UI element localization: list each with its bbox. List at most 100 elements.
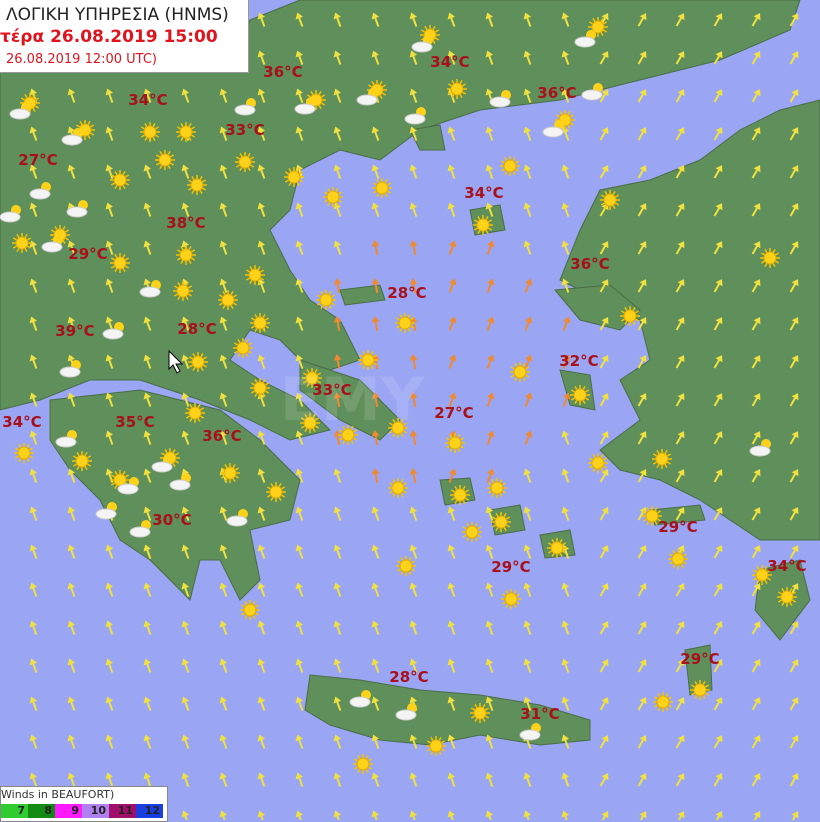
temperature-label: 34°C bbox=[464, 184, 504, 202]
wind-arrow-icon bbox=[751, 127, 761, 141]
sun-icon bbox=[395, 313, 415, 333]
sun-icon bbox=[323, 187, 343, 207]
wind-arrow-icon bbox=[371, 544, 380, 559]
base-run: 26.08.2019 12:00 UTC) bbox=[6, 52, 158, 67]
wind-arrow-icon bbox=[561, 810, 570, 820]
temperature-label: 28°C bbox=[387, 284, 427, 302]
sun-cloud-icon bbox=[169, 473, 191, 491]
wind-arrow-icon bbox=[675, 165, 685, 179]
sun-icon bbox=[266, 482, 286, 502]
wind-arrow-icon bbox=[333, 316, 342, 332]
wind-arrow-icon bbox=[333, 468, 342, 483]
temperature-label: 33°C bbox=[312, 381, 352, 399]
wind-arrow-icon bbox=[713, 127, 723, 141]
wind-arrow-icon bbox=[789, 431, 799, 445]
wind-arrow-icon bbox=[29, 620, 38, 635]
wind-arrow-icon bbox=[713, 279, 723, 293]
wind-arrow-icon bbox=[29, 544, 38, 559]
wind-arrow-icon bbox=[333, 658, 342, 673]
wind-arrow-icon bbox=[181, 392, 190, 407]
wind-arrow-icon bbox=[751, 279, 761, 293]
sun-icon bbox=[588, 453, 608, 473]
wind-arrow-icon bbox=[675, 355, 685, 369]
wind-arrow-icon bbox=[789, 127, 799, 141]
temperature-label: 36°C bbox=[537, 84, 577, 102]
sun-cloud-icon bbox=[226, 509, 248, 527]
temperature-label: 29°C bbox=[68, 245, 108, 263]
wind-arrow-icon bbox=[143, 202, 152, 217]
wind-arrow-icon bbox=[599, 89, 609, 103]
wind-arrow-icon bbox=[599, 51, 609, 65]
wind-arrow-icon bbox=[561, 734, 570, 749]
wind-arrow-icon bbox=[599, 393, 609, 407]
wind-arrow-icon bbox=[789, 507, 799, 521]
wind-arrow-icon bbox=[409, 240, 418, 256]
wind-arrow-icon bbox=[219, 734, 228, 749]
wind-arrow-icon bbox=[751, 165, 761, 179]
wind-arrow-icon bbox=[486, 278, 495, 293]
wind-arrow-icon bbox=[751, 393, 761, 407]
wind-arrow-icon bbox=[599, 583, 609, 597]
wind-arrow-icon bbox=[523, 240, 532, 255]
temperature-label: 36°C bbox=[263, 63, 303, 81]
wind-arrow-icon bbox=[29, 582, 38, 597]
wind-arrow-icon bbox=[523, 164, 532, 179]
wind-arrow-icon bbox=[599, 697, 609, 711]
wind-arrow-icon bbox=[29, 240, 38, 255]
wind-arrow-icon bbox=[295, 582, 304, 597]
wind-arrow-icon bbox=[29, 772, 38, 787]
wind-arrow-icon bbox=[485, 810, 494, 820]
wind-arrow-icon bbox=[599, 355, 609, 369]
wind-arrow-icon bbox=[485, 50, 494, 65]
sun-icon bbox=[245, 265, 265, 285]
wind-arrow-icon bbox=[105, 544, 114, 559]
sun-cloud-icon bbox=[356, 88, 378, 106]
wind-arrow-icon bbox=[333, 202, 342, 217]
sun-cloud-icon bbox=[95, 502, 117, 520]
sun-icon bbox=[240, 600, 260, 620]
wind-arrow-icon bbox=[295, 88, 304, 103]
sun-icon bbox=[220, 463, 240, 483]
wind-arrow-icon bbox=[295, 620, 304, 635]
sun-icon bbox=[302, 368, 322, 388]
wind-arrow-icon bbox=[789, 89, 799, 103]
land-mainland-greece bbox=[0, 0, 801, 441]
sun-icon bbox=[300, 413, 320, 433]
wind-arrow-icon bbox=[561, 240, 570, 255]
wind-arrow-icon bbox=[713, 811, 723, 820]
wind-arrow-icon bbox=[29, 468, 38, 483]
mouse-cursor-icon bbox=[168, 350, 184, 374]
wind-arrow-icon bbox=[524, 392, 533, 407]
wind-arrow-icon bbox=[523, 50, 532, 65]
wind-arrow-icon bbox=[599, 431, 609, 445]
wind-arrow-icon bbox=[371, 506, 380, 521]
wind-arrow-icon bbox=[751, 507, 761, 521]
temperature-label: 29°C bbox=[491, 558, 531, 576]
wind-arrow-icon bbox=[105, 696, 114, 711]
wind-arrow-icon bbox=[257, 468, 266, 483]
wind-arrow-icon bbox=[485, 202, 494, 217]
wind-arrow-icon bbox=[333, 240, 342, 255]
wind-arrow-icon bbox=[333, 126, 342, 141]
wind-arrow-icon bbox=[371, 164, 380, 179]
sun-icon bbox=[470, 703, 490, 723]
wind-arrow-icon bbox=[447, 544, 456, 559]
wind-arrow-icon bbox=[143, 696, 152, 711]
wind-arrow-icon bbox=[409, 202, 418, 217]
wind-arrow-icon bbox=[181, 810, 190, 820]
wind-arrow-icon bbox=[789, 317, 799, 331]
wind-arrow-icon bbox=[181, 544, 190, 559]
wind-arrow-icon bbox=[105, 202, 114, 217]
wind-arrow-icon bbox=[447, 164, 456, 179]
wind-arrow-icon bbox=[713, 659, 723, 673]
wind-arrow-icon bbox=[67, 696, 76, 711]
legend-level: 11 bbox=[109, 804, 136, 818]
wind-arrow-icon bbox=[143, 392, 152, 407]
wind-arrow-icon bbox=[333, 620, 342, 635]
wind-arrow-icon bbox=[219, 772, 228, 787]
wind-arrow-icon bbox=[561, 468, 570, 483]
wind-arrow-icon bbox=[371, 582, 380, 597]
sun-icon bbox=[250, 313, 270, 333]
sun-icon bbox=[600, 190, 620, 210]
wind-arrow-icon bbox=[751, 51, 761, 65]
